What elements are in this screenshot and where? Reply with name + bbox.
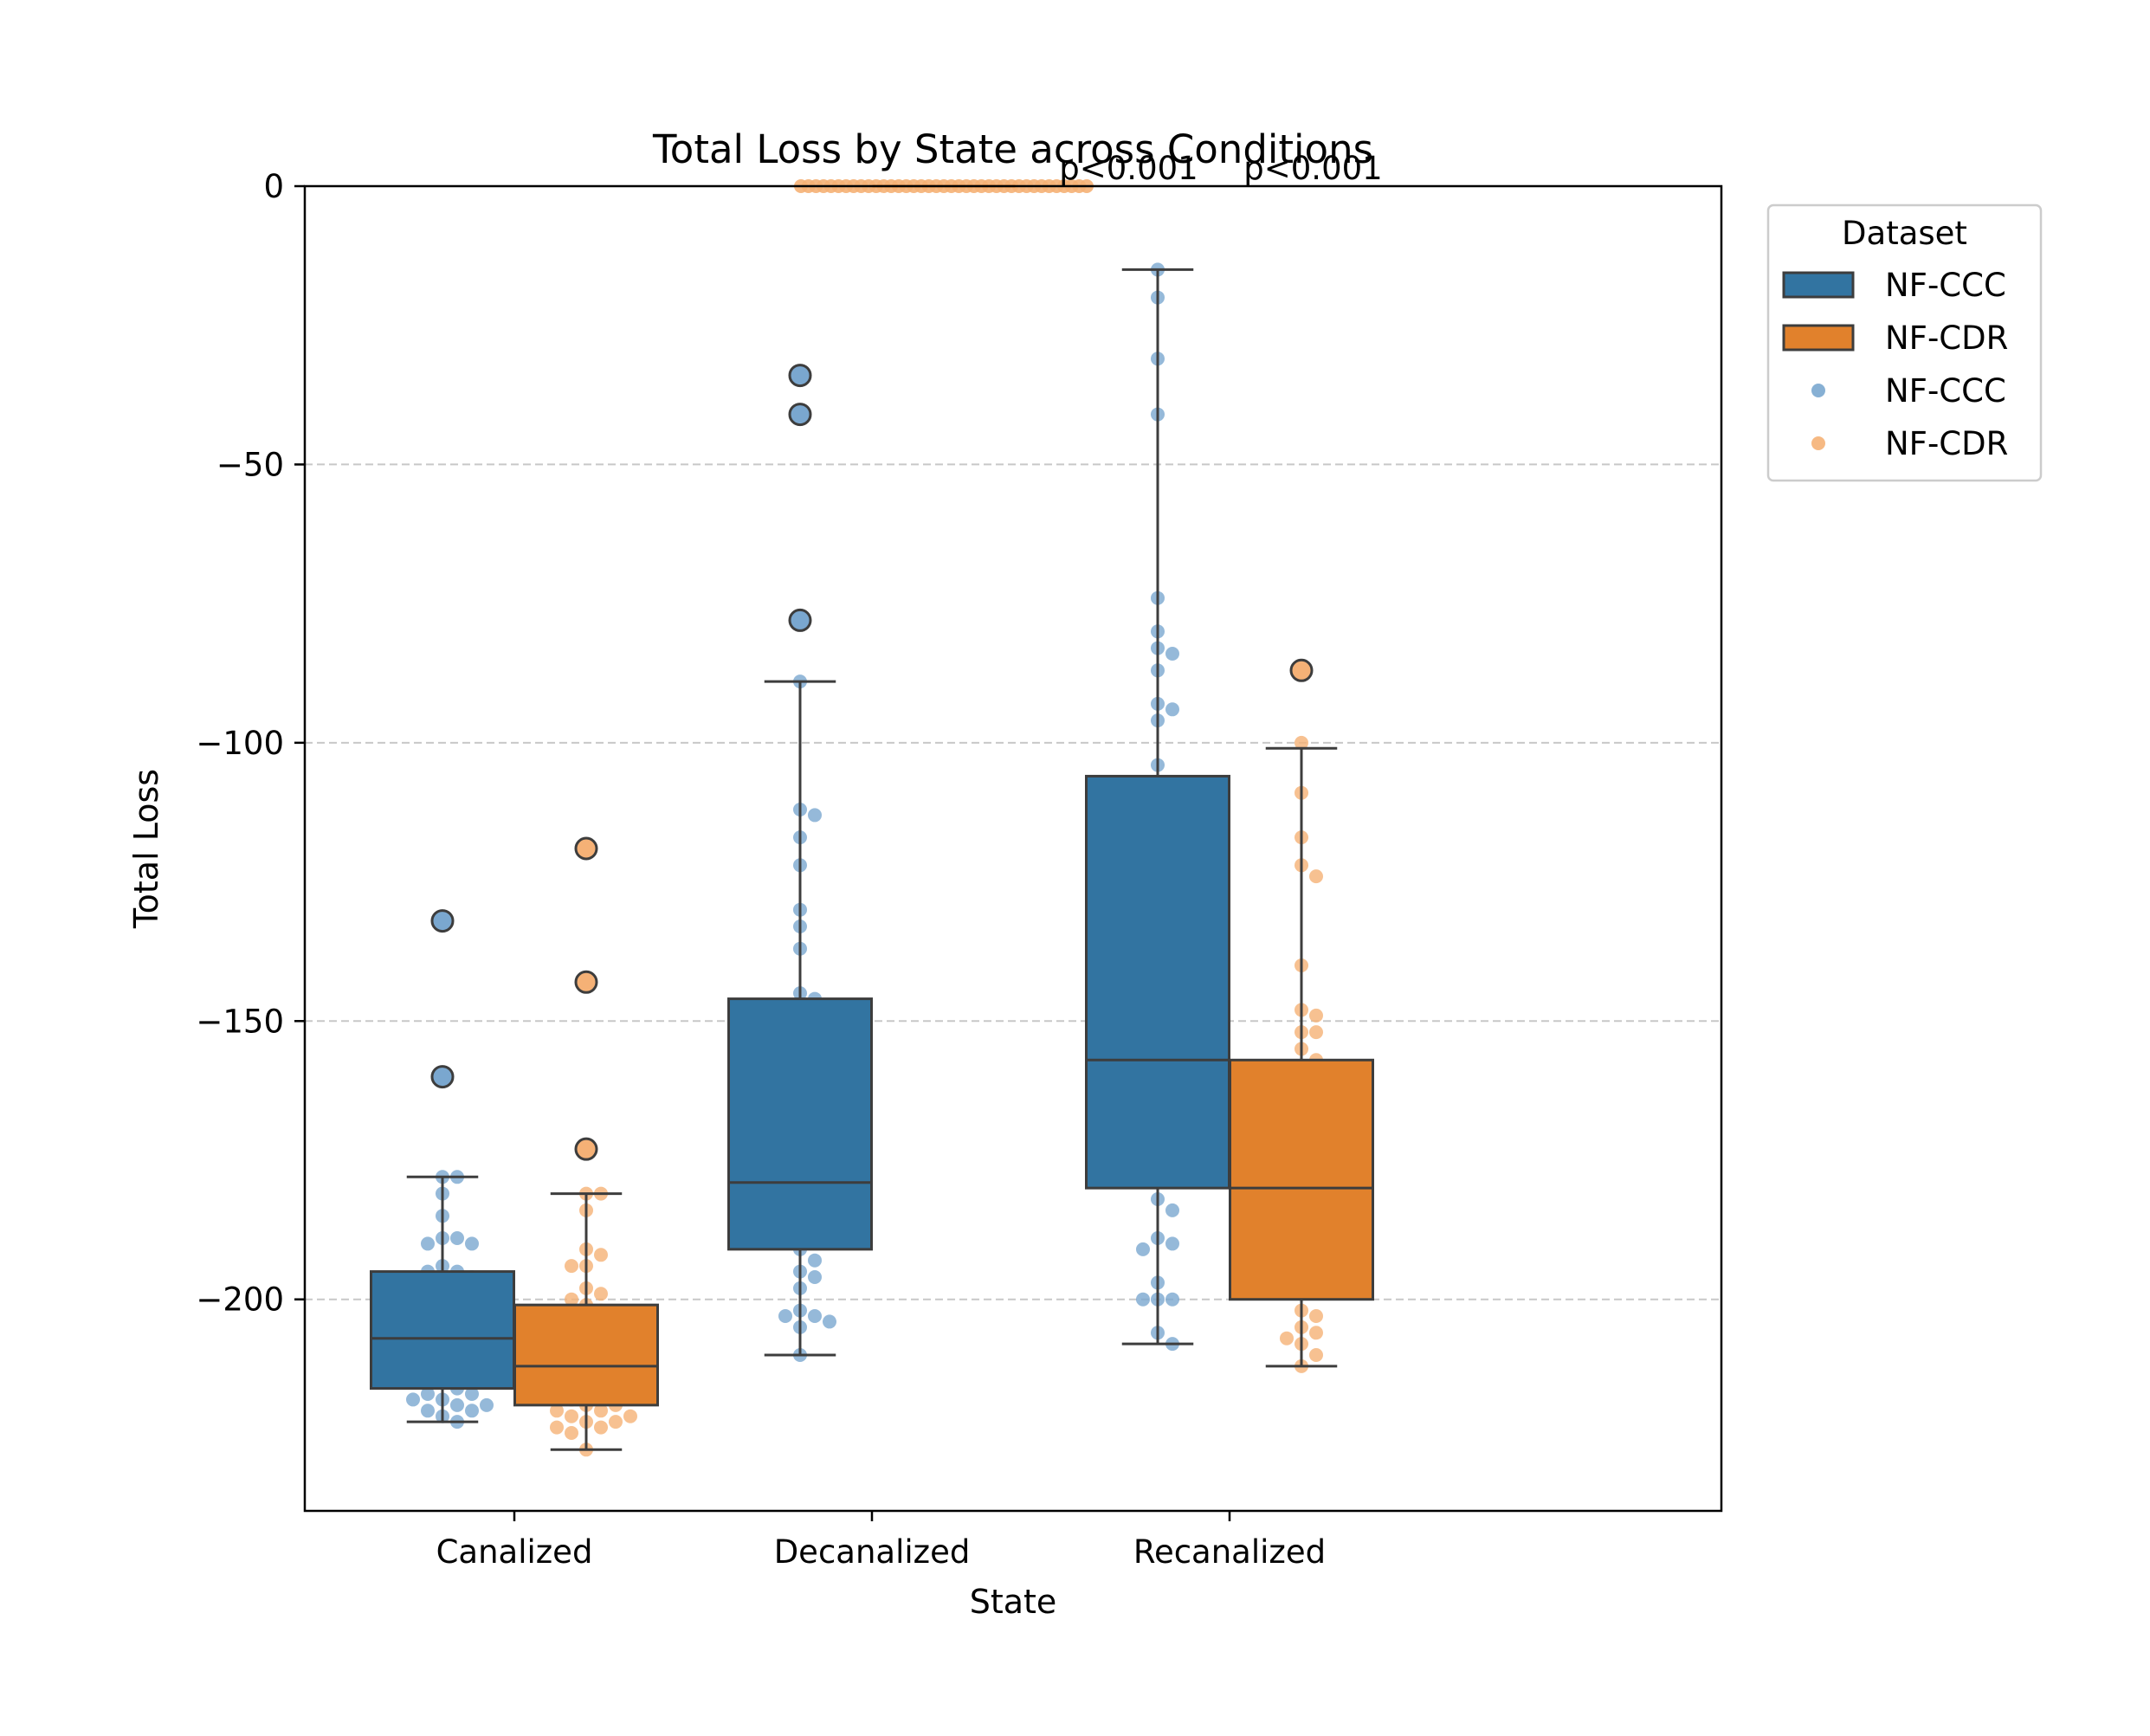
x-tick-label: Decanalized	[774, 1533, 971, 1571]
legend-entry-label: NF-CCC	[1885, 267, 2006, 304]
data-point	[450, 1231, 464, 1245]
annotations: p<0.001 p<0.001	[1059, 150, 1382, 187]
data-point	[823, 1314, 836, 1329]
box	[727, 997, 873, 1251]
data-point	[421, 1387, 435, 1401]
data-point	[808, 1309, 822, 1323]
y-tick-label: −50	[216, 446, 284, 483]
outlier-point	[788, 364, 812, 388]
grid-lines	[305, 463, 1721, 1300]
legend-title: Dataset	[1842, 215, 1967, 252]
data-point	[623, 1409, 637, 1423]
data-point	[1309, 1008, 1323, 1023]
box-elements	[370, 184, 1374, 1451]
box	[1229, 1058, 1374, 1301]
data-point	[565, 1292, 578, 1307]
legend-entry-label: NF-CDR	[1885, 319, 2008, 357]
y-tick-label: −150	[196, 1003, 284, 1040]
legend: Dataset NF-CCC NF-CDR NF-CCC NF-CDR	[1766, 203, 2043, 482]
data-point	[550, 1404, 564, 1418]
data-point	[480, 1397, 494, 1412]
y-axis-label: Total Loss	[127, 769, 165, 929]
p-value-annotation: p<0.001	[1059, 150, 1198, 187]
plot-frame	[303, 184, 1723, 1513]
outlier-point	[788, 608, 812, 632]
data-point	[565, 1259, 578, 1274]
outlier-point	[574, 836, 598, 861]
data-point	[550, 1420, 564, 1435]
legend-point-swatch	[1811, 436, 1825, 450]
data-point	[465, 1236, 479, 1251]
data-point	[1295, 735, 1308, 750]
data-point	[1309, 1348, 1323, 1362]
legend-box-swatch	[1782, 324, 1855, 352]
x-tick-label: Canalized	[436, 1533, 593, 1571]
outlier-point	[574, 1137, 598, 1161]
data-point	[1165, 1203, 1179, 1217]
y-tick-label: 0	[263, 168, 284, 205]
data-point	[808, 1270, 822, 1284]
data-point	[1136, 1242, 1150, 1256]
data-point	[421, 1236, 435, 1251]
outlier-point	[430, 1065, 455, 1089]
data-point	[465, 1404, 479, 1418]
box	[513, 1303, 659, 1407]
data-point	[808, 808, 822, 823]
legend-point-swatch	[1811, 384, 1825, 397]
data-point	[1309, 1326, 1323, 1340]
data-point	[465, 1387, 479, 1401]
box	[370, 1270, 515, 1391]
box	[1085, 774, 1230, 1190]
axes: 0 −50 −100 −150 −200 Canalized Decanalized Reca…	[196, 168, 1326, 1571]
data-point	[594, 1404, 608, 1418]
data-point	[565, 1409, 578, 1423]
outlier-point	[574, 970, 598, 994]
data-point	[609, 1415, 623, 1429]
data-point	[1309, 869, 1323, 884]
data-point	[450, 1397, 464, 1412]
outlier-point	[430, 909, 455, 933]
outlier-point	[1289, 658, 1314, 682]
outlier-point	[788, 403, 812, 427]
y-tick-label: −200	[196, 1281, 284, 1319]
x-axis-label: State	[970, 1583, 1057, 1621]
legend-entry-label: NF-CDR	[1885, 425, 2008, 462]
data-point	[1165, 1292, 1179, 1307]
data-point	[1165, 1236, 1179, 1251]
data-point	[1165, 647, 1179, 661]
data-point	[808, 1253, 822, 1268]
data-point	[778, 1309, 792, 1323]
data-point	[565, 1426, 578, 1440]
data-point	[421, 1404, 435, 1418]
data-point	[1136, 1292, 1150, 1307]
y-tick-label: −100	[196, 725, 284, 762]
legend-entry-label: NF-CCC	[1885, 372, 2006, 410]
x-tick-label: Recanalized	[1133, 1533, 1326, 1571]
data-point	[406, 1392, 420, 1407]
data-point	[594, 1420, 608, 1435]
data-point	[594, 1287, 608, 1301]
data-point	[1309, 1309, 1323, 1323]
chart-title: Total Loss by State across Conditions	[652, 126, 1373, 172]
data-point	[1280, 1331, 1294, 1346]
data-point	[1309, 1025, 1323, 1040]
data-point	[594, 1248, 608, 1262]
legend-box-swatch	[1782, 271, 1855, 299]
data-point	[1165, 702, 1179, 717]
p-value-annotation: p<0.001	[1243, 150, 1382, 187]
